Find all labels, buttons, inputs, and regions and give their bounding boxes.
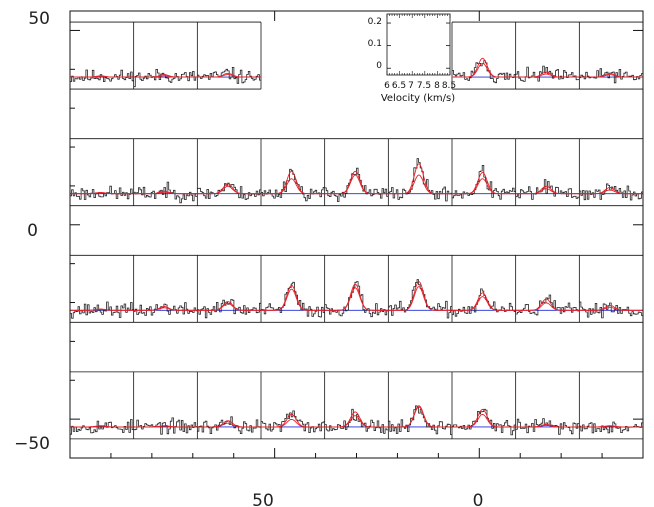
inset-frame	[386, 13, 451, 76]
model-fit-line	[388, 286, 452, 311]
observed-spectrum	[197, 416, 261, 434]
model-fit-line	[579, 306, 643, 311]
inset-x-tick-6: 6	[384, 81, 390, 91]
model-fit-line	[452, 408, 516, 428]
inset-x-tick-7.5: 7.5	[417, 81, 431, 91]
x-tick-label-0: 0	[473, 491, 484, 507]
inset-x-tick-7: 7	[408, 81, 414, 91]
observed-spectrum	[579, 301, 643, 319]
model-fit-line	[133, 307, 198, 311]
spectrum-row	[69, 138, 644, 207]
observed-spectrum	[515, 418, 580, 435]
model-fit-line	[261, 178, 325, 195]
observed-spectrum	[197, 182, 261, 200]
observed-spectrum	[70, 419, 134, 435]
observed-spectrum	[133, 302, 198, 316]
inset-x-tick-8.5: 8.5	[442, 81, 456, 91]
observed-spectrum	[324, 167, 389, 202]
y-tick-label-minus-50: −50	[14, 434, 50, 454]
model-fit-line	[197, 185, 261, 195]
observed-spectrum	[197, 67, 261, 84]
observed-spectrum	[324, 281, 389, 318]
inset-x-tick-6.5: 6.5	[392, 81, 406, 91]
spectrum-row	[69, 254, 644, 323]
observed-spectrum	[579, 183, 643, 201]
model-fit-line	[324, 287, 389, 311]
inset-y-tick-0.1: 0.1	[368, 39, 382, 49]
spectrum-row	[69, 21, 644, 90]
observed-spectrum	[324, 408, 389, 434]
x-tick-label-50: 50	[252, 491, 274, 507]
inset-y-tick-0: 0	[376, 61, 382, 71]
model-fit-line	[452, 178, 516, 195]
model-fit-line	[197, 422, 261, 428]
spectrum-panels	[69, 21, 644, 440]
outer-axis-ticks	[69, 11, 644, 459]
observed-spectrum	[515, 294, 580, 316]
model-fit-line	[133, 191, 198, 195]
model-fit-line	[324, 174, 389, 195]
model-fit-line	[452, 296, 516, 311]
model-fit-line	[70, 309, 134, 311]
observed-spectrum	[133, 69, 198, 88]
model-fit-line	[70, 425, 134, 428]
model-fit-line	[133, 75, 198, 78]
model-fit-line	[197, 74, 261, 78]
model-fit-line	[388, 174, 452, 195]
inset-x-axis-label: Velocity (km/s)	[381, 93, 455, 104]
model-fit-line	[515, 302, 580, 311]
inset-border	[386, 13, 451, 76]
y-tick-label-0: 0	[27, 221, 38, 241]
observed-spectrum	[388, 405, 452, 435]
inset-axes: 0 0.1 0.2 6 6.5 7 7.5 8 8.5 Velocity (km…	[368, 13, 456, 104]
model-fit-line	[579, 189, 643, 195]
observed-spectrum	[388, 279, 452, 319]
model-fit-line	[261, 418, 325, 428]
inset-y-tick-0.2: 0.2	[368, 17, 382, 27]
observed-spectrum	[579, 68, 643, 84]
model-fit-line	[515, 188, 580, 195]
inset-x-tick-8: 8	[434, 81, 440, 91]
observed-spectrum	[452, 408, 516, 436]
model-fit-line	[261, 288, 325, 311]
observed-spectrum	[515, 65, 580, 82]
model-fit-line	[388, 405, 452, 428]
model-fit-line	[324, 415, 389, 428]
model-fit-line	[579, 74, 643, 78]
observed-spectrum	[70, 185, 134, 200]
model-fit-line	[515, 73, 580, 78]
model-fit-line	[133, 425, 198, 428]
observed-spectrum	[261, 281, 325, 318]
model-fit-line	[452, 62, 516, 78]
observed-spectrum	[452, 60, 516, 84]
observed-spectrum	[579, 421, 643, 434]
observed-spectrum	[70, 301, 134, 319]
observed-spectrum	[261, 168, 325, 202]
observed-spectrum	[261, 410, 325, 433]
spectrum-row	[69, 371, 644, 440]
model-fit-line	[324, 283, 389, 311]
observed-spectrum	[452, 165, 516, 200]
model-fit-line	[70, 75, 134, 78]
observed-spectrum	[515, 179, 580, 200]
model-fit-line	[197, 302, 261, 311]
model-fit-line	[70, 192, 134, 195]
model-fit-line	[579, 425, 643, 428]
observed-spectrum	[133, 417, 198, 435]
y-tick-label-50: 50	[28, 9, 50, 29]
model-fit-line	[452, 413, 516, 428]
model-fit-line	[515, 424, 580, 428]
